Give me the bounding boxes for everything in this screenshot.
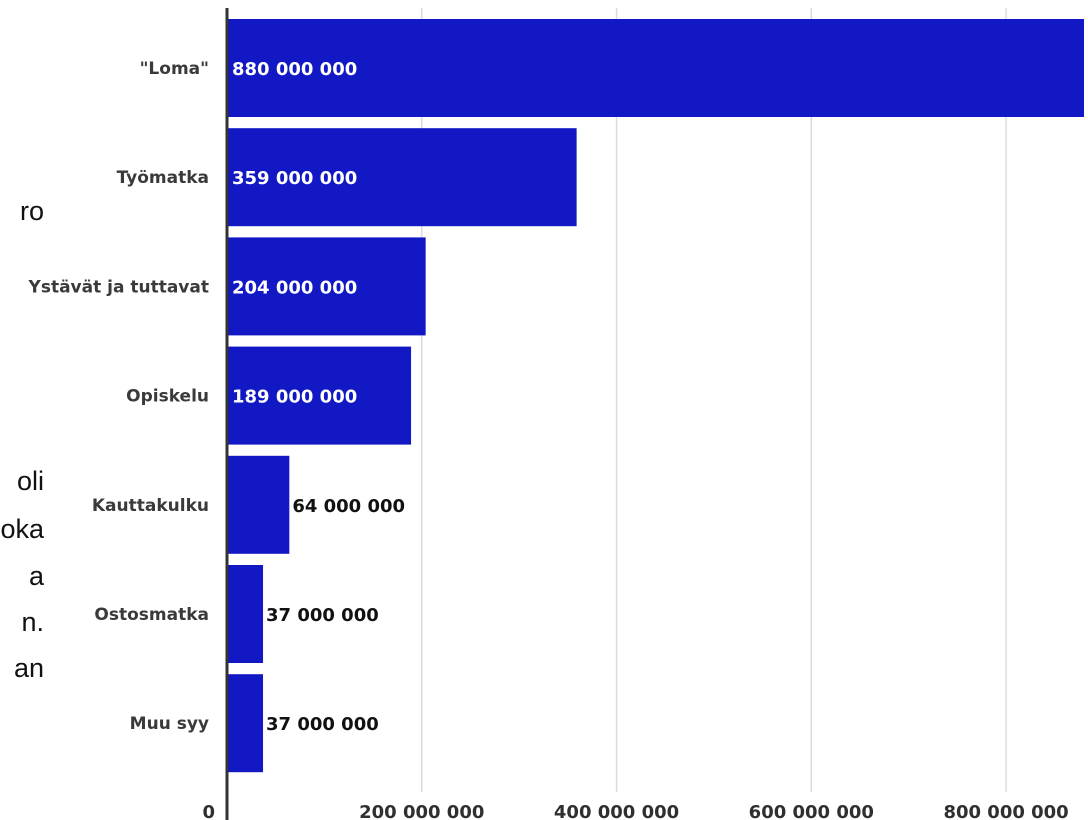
x-tick-label: 200 000 000 [359, 802, 484, 820]
text-fragment: ro [19, 196, 44, 226]
grid-lines [421, 8, 1007, 792]
value-label: 37 000 000 [266, 714, 379, 735]
x-tick-label: 600 000 000 [749, 802, 874, 820]
text-fragment: n. [21, 607, 44, 637]
category-label: "Loma" [140, 59, 209, 79]
category-label: Opiskelu [126, 387, 209, 407]
category-label: Muu syy [130, 714, 209, 734]
value-label: 204 000 000 [232, 277, 357, 298]
bar [227, 128, 577, 227]
cropped-slide-text: ro oli oka a n. an [0, 0, 60, 820]
x-tick-label: 400 000 000 [554, 802, 679, 820]
bar [227, 565, 264, 663]
text-fragment: oli [16, 466, 44, 496]
value-label: 880 000 000 [232, 59, 357, 80]
category-label: Työmatka [117, 168, 209, 188]
bar [227, 674, 264, 773]
value-label: 64 000 000 [292, 496, 405, 517]
category-label: Kauttakulku [92, 496, 209, 516]
category-label: Ostosmatka [94, 605, 209, 625]
bar [227, 237, 426, 336]
labels: "Loma" 880 000 000 Työmatka 359 000 000 Ystä… [28, 59, 1069, 820]
value-label: 189 000 000 [232, 387, 357, 408]
bar [227, 346, 412, 445]
bar [227, 455, 290, 554]
x-tick-label: 0 [202, 802, 215, 820]
bar [227, 19, 1084, 117]
category-label: Ystävät ja tuttavat [28, 277, 209, 297]
bars [227, 19, 1084, 773]
text-fragment: oka [0, 514, 44, 544]
x-tick-label: 800 000 000 [943, 802, 1068, 820]
text-fragment: an [13, 653, 44, 683]
value-label: 359 000 000 [232, 168, 357, 189]
text-fragment: a [28, 561, 44, 591]
value-label: 37 000 000 [266, 605, 379, 626]
